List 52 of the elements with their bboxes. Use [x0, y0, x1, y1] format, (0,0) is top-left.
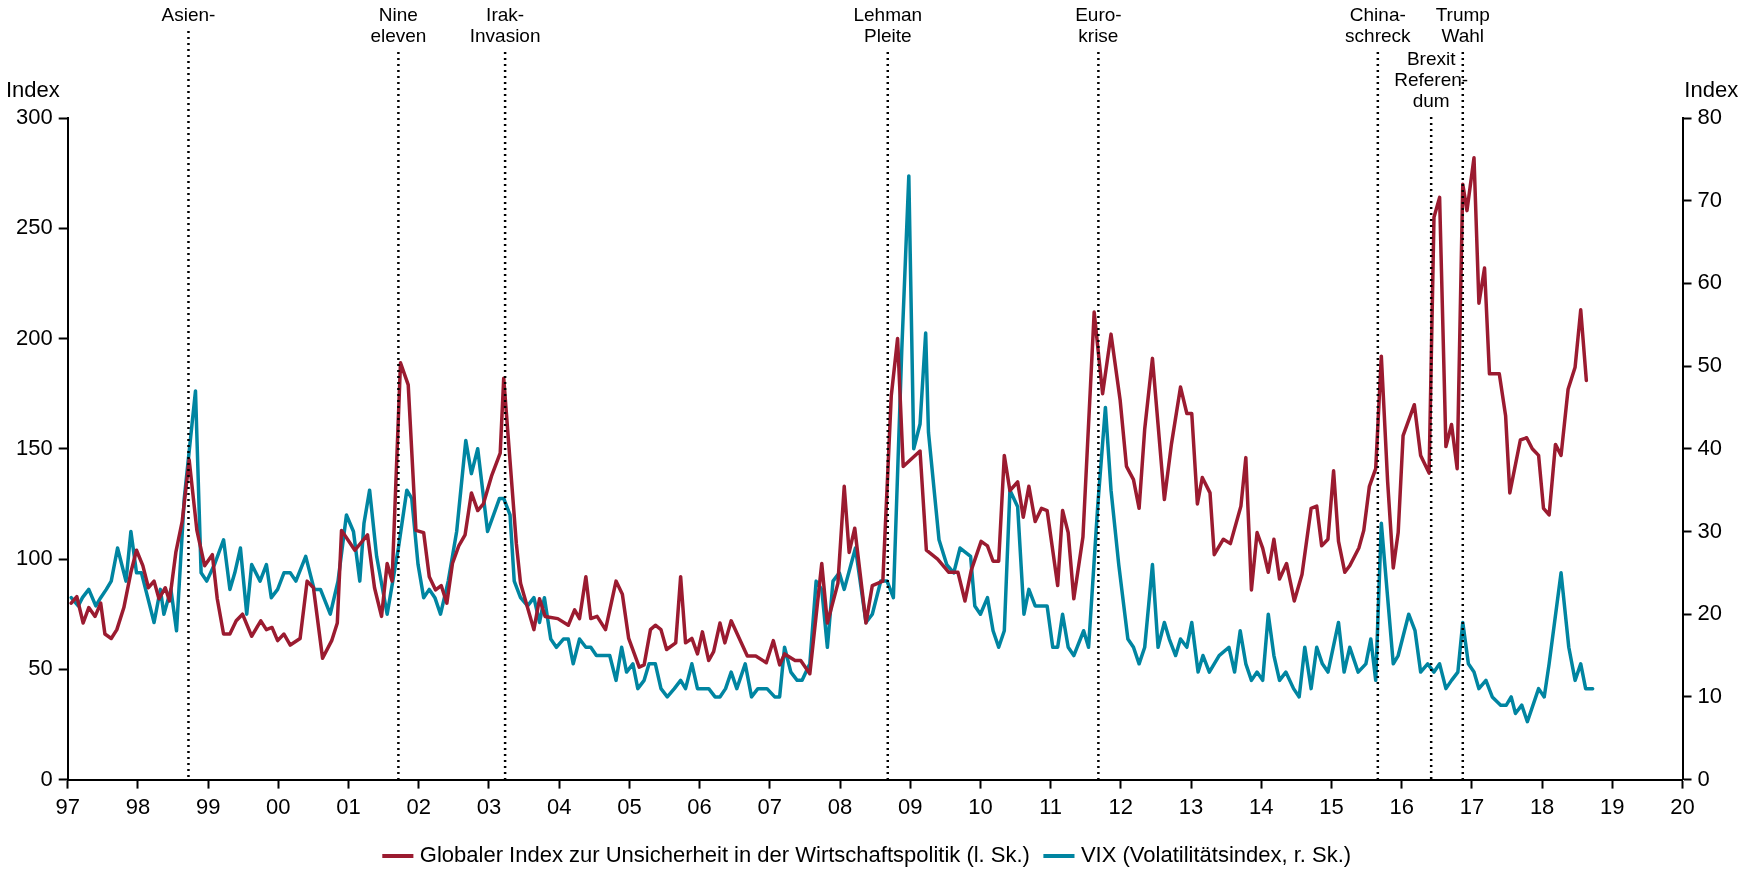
- x-tick-label: 12: [1108, 793, 1134, 819]
- x-tick-label: 09: [897, 793, 923, 819]
- legend-label: Globaler Index zur Unsicherheit in der Wirtschaftspolitik (l. Sk.): [419, 842, 1030, 868]
- y2-axis-title: Index: [1684, 77, 1739, 103]
- ref-line-label: Brexit Referen- dum: [1394, 47, 1469, 111]
- x-tick-label: 07: [757, 793, 783, 819]
- y-tick-label: 150: [15, 434, 53, 460]
- x-tick-label: 11: [1039, 793, 1063, 819]
- x-tick-label: 20: [1670, 793, 1695, 819]
- y2-tick-label: 30: [1697, 517, 1723, 543]
- x-tick-label: 15: [1319, 793, 1344, 819]
- x-tick-label: 00: [266, 793, 291, 819]
- y-axis-title: Index: [5, 77, 60, 103]
- x-tick-label: 17: [1459, 793, 1485, 819]
- y2-tick-label: 60: [1697, 269, 1723, 295]
- y-tick-label: 0: [40, 765, 53, 791]
- y-tick-label: 50: [28, 655, 53, 681]
- ref-line-label: Lehman Pleite: [853, 3, 923, 46]
- y-tick-label: 200: [15, 324, 53, 350]
- x-tick-label: 97: [55, 793, 80, 819]
- x-tick-label: 18: [1529, 793, 1555, 819]
- y2-tick-label: 50: [1697, 352, 1723, 378]
- x-tick-label: 06: [687, 793, 712, 819]
- x-tick-label: 16: [1389, 793, 1414, 819]
- ref-line-label: Asien-: [161, 3, 216, 25]
- y-tick-label: 300: [15, 104, 53, 130]
- y2-tick-label: 70: [1697, 186, 1723, 212]
- x-tick-label: 02: [406, 793, 431, 819]
- x-tick-label: 01: [336, 793, 361, 819]
- y-tick-label: 250: [15, 214, 53, 240]
- x-tick-label: 99: [195, 793, 221, 819]
- x-tick-label: 98: [125, 793, 151, 819]
- x-tick-label: 08: [827, 793, 853, 819]
- ref-line-label: Nine eleven: [370, 3, 427, 46]
- x-tick-label: 13: [1178, 793, 1204, 819]
- ref-line-label: Irak- Invasion: [469, 3, 541, 46]
- y2-tick-label: 10: [1697, 682, 1723, 708]
- ref-line-label: China- schreck: [1345, 3, 1412, 46]
- x-tick-label: 05: [617, 793, 642, 819]
- x-tick-label: 03: [476, 793, 502, 819]
- ref-line-label: Trump Wahl: [1435, 3, 1490, 46]
- ref-line-label: Euro- krise: [1075, 3, 1122, 46]
- y2-tick-label: 40: [1697, 434, 1723, 460]
- x-tick-label: 04: [546, 793, 572, 819]
- y-tick-label: 100: [15, 545, 53, 571]
- x-tick-label: 14: [1249, 793, 1274, 819]
- y2-tick-label: 0: [1697, 765, 1710, 791]
- y2-tick-label: 20: [1697, 600, 1723, 626]
- y2-tick-label: 80: [1697, 104, 1723, 130]
- x-tick-label: 19: [1600, 793, 1625, 819]
- x-tick-label: 10: [968, 793, 993, 819]
- legend-label: VIX (Volatilitätsindex, r. Sk.): [1080, 842, 1352, 868]
